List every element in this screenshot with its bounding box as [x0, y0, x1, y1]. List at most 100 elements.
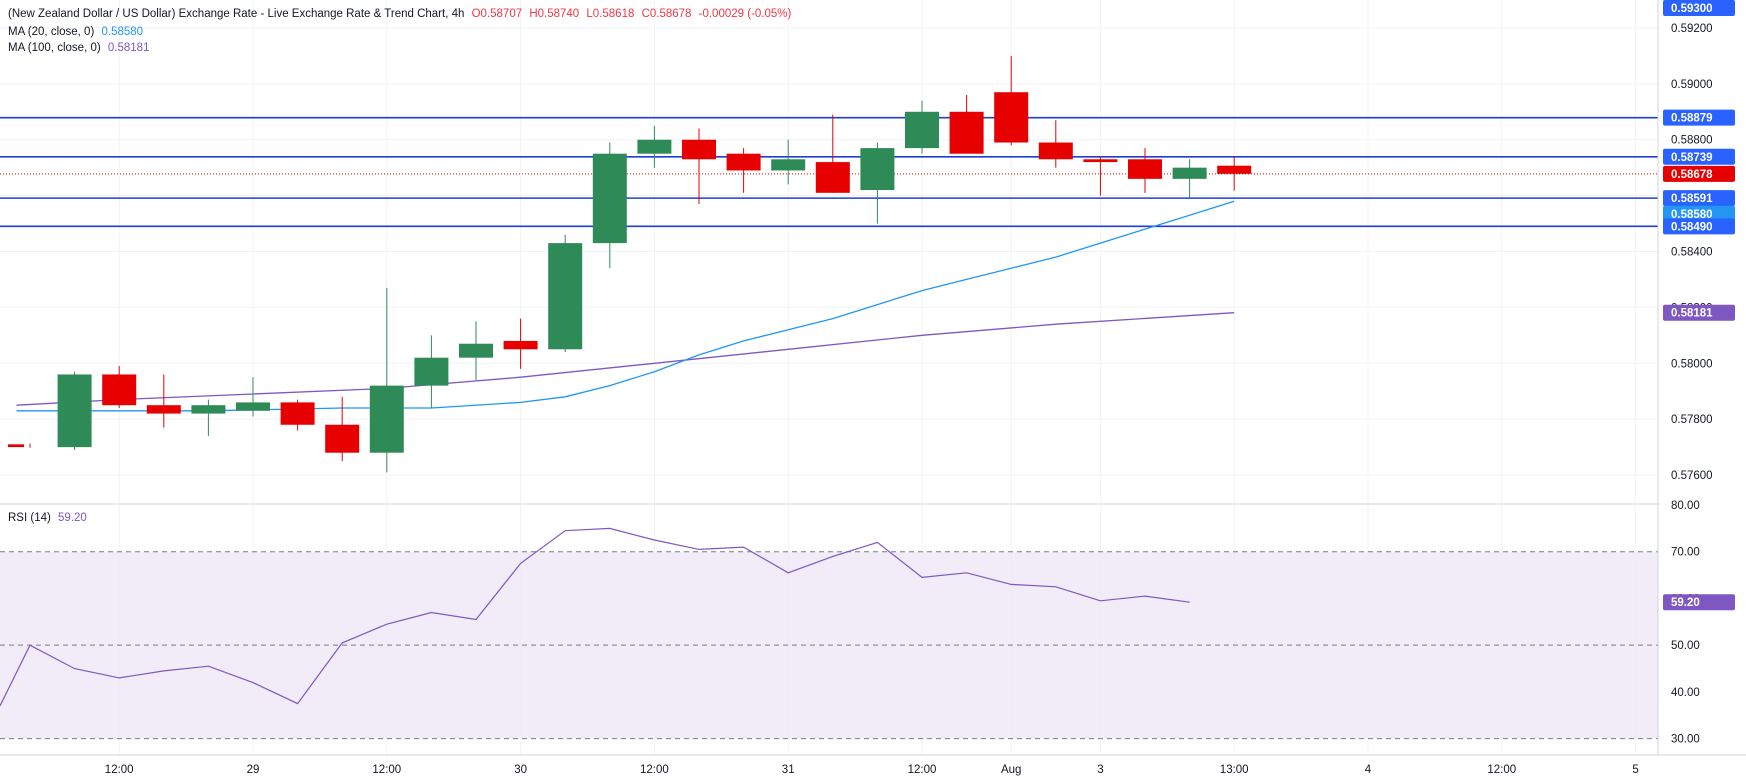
- candle-14[interactable]: [637, 125, 672, 168]
- candle-23[interactable]: [1038, 120, 1073, 168]
- candle-22[interactable]: [994, 55, 1029, 146]
- legend-ma100-value: 0.58181: [107, 42, 150, 54]
- candle-17[interactable]: [771, 139, 806, 185]
- time-label: 12:00: [1487, 764, 1516, 776]
- price-tag-bg: [1663, 165, 1735, 182]
- candle-27[interactable]: [1217, 156, 1252, 191]
- candle-18[interactable]: [815, 114, 850, 193]
- time-label: 12:00: [640, 764, 669, 776]
- time-label: 12:00: [372, 764, 401, 776]
- price-tag-text: 0.58181: [1671, 308, 1713, 320]
- price-tag-0: 0.59300: [1663, 0, 1735, 16]
- candle-26[interactable]: [1172, 159, 1207, 199]
- candle-body: [994, 92, 1029, 143]
- price-pane[interactable]: [0, 0, 1658, 503]
- candle-body: [369, 385, 404, 453]
- candle-1[interactable]: [57, 371, 92, 450]
- price-tag-bg: [1663, 205, 1735, 222]
- candle-body: [102, 374, 137, 406]
- ohlc-close: C0.58678: [641, 8, 692, 20]
- ma100-line[interactable]: [16, 312, 1235, 406]
- candle-body: [905, 111, 939, 149]
- candle-19[interactable]: [860, 142, 895, 224]
- candle-25[interactable]: [1128, 148, 1162, 193]
- candle-21[interactable]: [949, 95, 984, 154]
- candle-15[interactable]: [682, 128, 716, 204]
- ohlc-low: L0.58618: [586, 8, 635, 20]
- price-tag-text: 0.59300: [1671, 3, 1713, 15]
- price-tag-bg: [1663, 109, 1735, 126]
- candle-24[interactable]: [1083, 156, 1118, 196]
- rsi-pane[interactable]: [0, 505, 1658, 755]
- candle-0[interactable]: [8, 443, 31, 448]
- candle-5[interactable]: [236, 377, 270, 417]
- chart-header: (New Zealand Dollar / US Dollar) Exchang…: [8, 8, 795, 20]
- price-tag-bg: [1663, 0, 1735, 16]
- time-label: 3: [1097, 764, 1103, 776]
- candle-2[interactable]: [102, 366, 137, 408]
- candle-3[interactable]: [146, 374, 181, 428]
- candle-body: [1128, 159, 1162, 179]
- candle-12[interactable]: [548, 234, 583, 353]
- price-tag-text: 0.58490: [1671, 221, 1713, 233]
- time-label: 13:00: [1220, 764, 1249, 776]
- candle-body: [949, 111, 984, 154]
- time-label: 12:00: [908, 764, 937, 776]
- price-tag-bg: [1663, 594, 1735, 611]
- candle-body: [1172, 167, 1207, 179]
- legend-ma20[interactable]: MA (20, close, 0) 0.58580: [8, 26, 147, 38]
- candle-8[interactable]: [369, 287, 404, 473]
- price-tick-label: 0.59200: [1671, 23, 1713, 35]
- candle-body: [726, 153, 761, 171]
- candle-11[interactable]: [503, 318, 538, 369]
- candle-body: [1083, 159, 1118, 163]
- time-label: 12:00: [105, 764, 134, 776]
- price-tick-label: 0.58000: [1671, 358, 1713, 370]
- price-tag-5: 0.58580: [1663, 205, 1735, 222]
- rsi-tick-label: 50.00: [1671, 640, 1700, 652]
- candle-body: [1217, 165, 1252, 174]
- price-tag-3: 0.58678: [1663, 165, 1735, 182]
- price-tag-text: 59.20: [1671, 597, 1700, 609]
- candle-6[interactable]: [280, 399, 315, 431]
- price-tag-bg: [1663, 304, 1735, 321]
- candle-body: [637, 139, 672, 154]
- candle-body: [815, 162, 850, 193]
- price-tag-bg: [1663, 218, 1735, 235]
- legend-ma20-value: 0.58580: [101, 26, 144, 38]
- rsi-line[interactable]: [0, 527, 1190, 707]
- rsi-tick-label: 80.00: [1671, 500, 1700, 512]
- legend-ma100-label: MA (100, close, 0): [8, 42, 101, 54]
- time-label: 29: [247, 764, 260, 776]
- candle-13[interactable]: [592, 142, 627, 269]
- price-tag-4: 0.58591: [1663, 190, 1735, 207]
- candle-body: [860, 148, 895, 191]
- price-tick-label: 0.59000: [1671, 79, 1713, 91]
- price-tick-label: 0.57800: [1671, 414, 1713, 426]
- rsi-tag: 59.20: [1663, 594, 1735, 611]
- candle-16[interactable]: [726, 148, 761, 193]
- time-label: 5: [1632, 764, 1638, 776]
- candle-body: [280, 402, 315, 425]
- candle-body: [325, 424, 360, 453]
- candle-9[interactable]: [414, 335, 449, 408]
- ohlc-high: H0.58740: [529, 8, 580, 20]
- candle-body: [771, 159, 806, 171]
- candle-7[interactable]: [325, 396, 360, 462]
- candle-20[interactable]: [905, 100, 939, 154]
- price-tag-1: 0.58879: [1663, 109, 1735, 126]
- candle-10[interactable]: [459, 321, 493, 381]
- candle-body: [503, 340, 538, 350]
- legend-rsi[interactable]: RSI (14) 59.20: [8, 512, 91, 524]
- rsi-tick-label: 30.00: [1671, 734, 1700, 746]
- legend-ma100[interactable]: MA (100, close, 0) 0.58181: [8, 42, 153, 54]
- candle-body: [548, 243, 583, 350]
- time-label: 31: [782, 764, 795, 776]
- candle-4[interactable]: [191, 399, 226, 436]
- price-tag-bg: [1663, 148, 1735, 165]
- legend-ma20-label: MA (20, close, 0): [8, 26, 95, 38]
- candle-body: [459, 343, 493, 358]
- price-tag-text: 0.58580: [1671, 209, 1713, 221]
